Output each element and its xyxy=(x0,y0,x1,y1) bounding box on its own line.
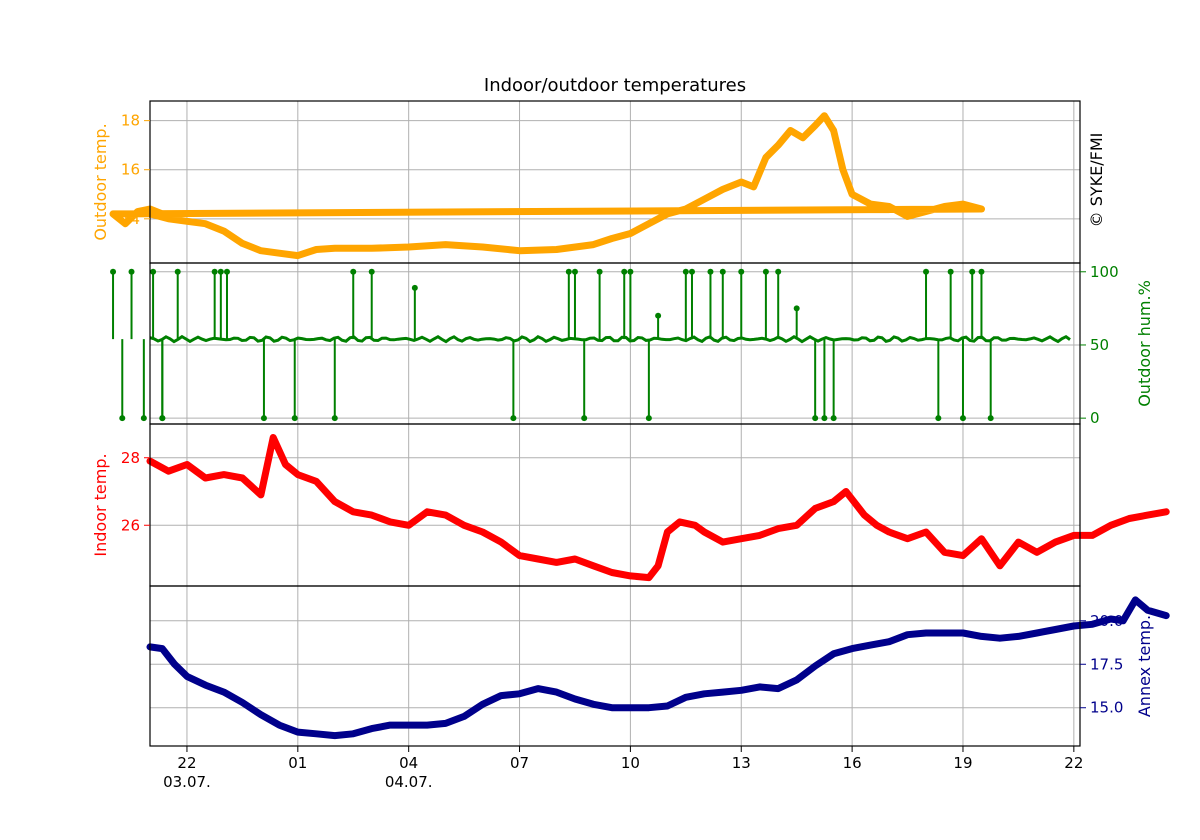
spike-point xyxy=(150,268,157,275)
spike-point xyxy=(621,268,628,275)
x-tick-label: 10 xyxy=(621,754,640,772)
y-tick-label: 17.5 xyxy=(1090,655,1123,673)
x-tick-label: 13 xyxy=(732,754,751,772)
y-axis-label: Outdoor temp. xyxy=(91,123,110,240)
spike-point xyxy=(830,415,837,422)
x-tick-label: 22 xyxy=(1064,754,1083,772)
spike-point xyxy=(645,415,652,422)
spike-point xyxy=(969,268,976,275)
y-tick-label: 26 xyxy=(121,516,140,534)
series-line xyxy=(109,112,985,260)
spike-point xyxy=(140,415,147,422)
y-tick-label: 20.0 xyxy=(1090,612,1123,630)
spike-point xyxy=(159,415,166,422)
spike-point xyxy=(947,268,954,275)
spike-point xyxy=(571,268,578,275)
y-axis-label: Indoor temp. xyxy=(91,453,110,556)
spike-point xyxy=(368,268,375,275)
panel-frames xyxy=(149,100,1081,747)
series-line xyxy=(146,596,1170,740)
spike-point xyxy=(762,268,769,275)
spike-point xyxy=(331,415,338,422)
y-axis-label: Annex temp. xyxy=(1135,615,1154,717)
spike-point xyxy=(793,305,800,312)
y-tick-label: 50 xyxy=(1090,336,1109,354)
spike-point xyxy=(411,284,418,291)
spike-point xyxy=(211,268,218,275)
y-tick-label: 0 xyxy=(1090,409,1100,427)
panel-frame xyxy=(149,585,1081,747)
series-line xyxy=(149,334,1071,344)
spike-point xyxy=(978,268,985,275)
x-tick-label: 16 xyxy=(843,754,862,772)
spike-point xyxy=(596,268,603,275)
y-tick-label: 28 xyxy=(121,449,140,467)
spike-point xyxy=(719,268,726,275)
spike-point xyxy=(119,415,126,422)
spike-point xyxy=(350,268,357,275)
spike-point xyxy=(707,268,714,275)
spike-point xyxy=(821,415,828,422)
spike-point xyxy=(775,268,782,275)
spike-point xyxy=(128,268,135,275)
x-tick-label: 07 xyxy=(510,754,529,772)
x-tick-label: 04 xyxy=(399,754,418,772)
panel-frame xyxy=(149,262,1081,425)
spike-point xyxy=(174,268,181,275)
spike-point xyxy=(738,268,745,275)
spike-point xyxy=(581,415,588,422)
spike-point xyxy=(923,268,930,275)
spike-point xyxy=(682,268,689,275)
y-tick-label: 18 xyxy=(121,112,140,130)
spike-point xyxy=(217,268,224,275)
spike-point xyxy=(565,268,572,275)
spike-point xyxy=(110,268,117,275)
panel-frame xyxy=(149,423,1081,587)
spike-point xyxy=(627,268,634,275)
copyright-label: © SYKE/FMI xyxy=(1087,133,1106,228)
spike-point xyxy=(510,415,517,422)
spike-point xyxy=(223,268,230,275)
x-tick-label: 22 xyxy=(177,754,196,772)
date-label: 04.07. xyxy=(385,773,433,791)
y-tick-label: 16 xyxy=(121,161,140,179)
spike-point xyxy=(935,415,942,422)
spike-point xyxy=(260,415,267,422)
series-line xyxy=(146,434,1170,582)
spike-point xyxy=(812,415,819,422)
spike-point xyxy=(959,415,966,422)
gridlines xyxy=(150,101,1080,746)
series-layer xyxy=(109,112,1170,740)
date-label: 03.07. xyxy=(163,773,211,791)
chart-title: Indoor/outdoor temperatures xyxy=(484,75,746,96)
spike-point xyxy=(291,415,298,422)
y-tick-label: 100 xyxy=(1090,263,1119,281)
y-tick-label: 14 xyxy=(121,210,140,228)
x-tick-label: 01 xyxy=(288,754,307,772)
spike-point xyxy=(655,312,662,319)
y-axis-label: Outdoor hum.% xyxy=(1135,280,1154,407)
x-tick-label: 19 xyxy=(953,754,972,772)
spike-point xyxy=(688,268,695,275)
y-tick-label: 15.0 xyxy=(1090,699,1123,717)
spike-point xyxy=(987,415,994,422)
